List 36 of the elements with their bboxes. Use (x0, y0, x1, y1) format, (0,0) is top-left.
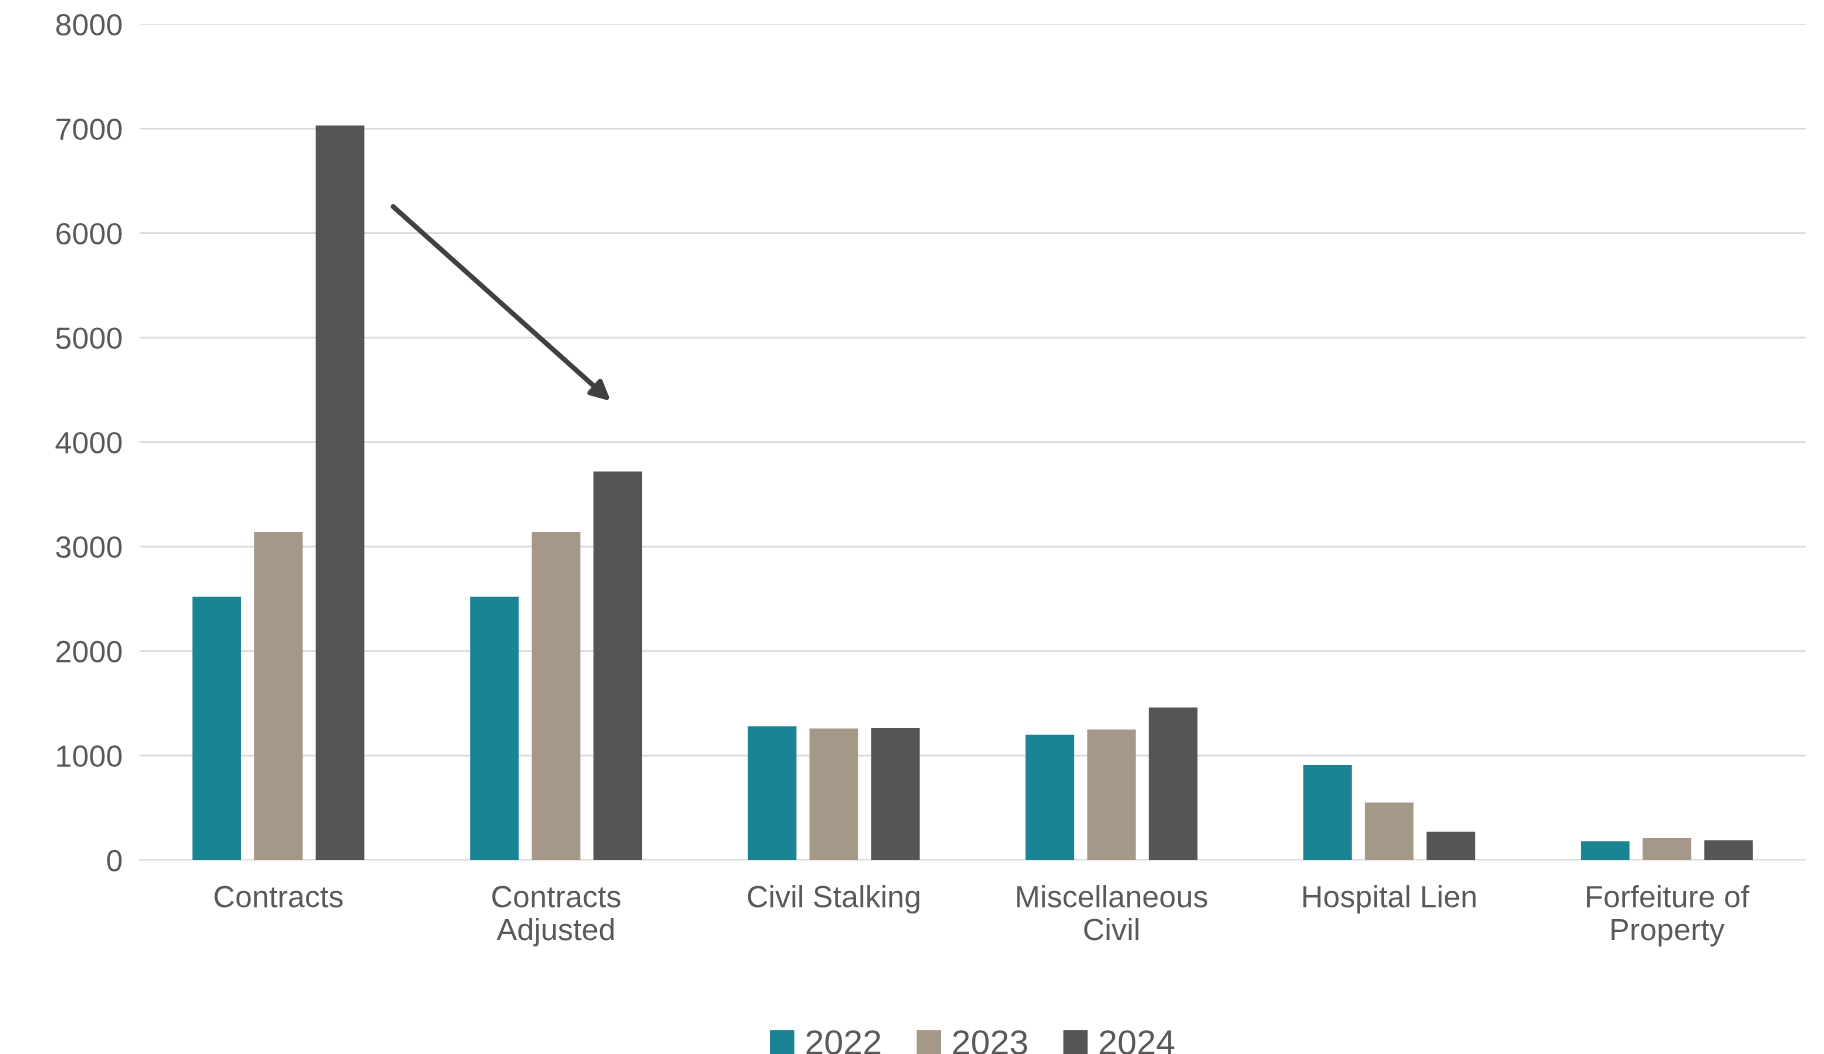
y-tick-label: 1000 (57, 745, 122, 767)
bar (1426, 831, 1476, 861)
y-tick-label: 2000 (56, 640, 122, 663)
y-tick-label: 3000 (56, 536, 122, 558)
bar (1303, 764, 1352, 861)
legend-label: 2022 (806, 1030, 881, 1054)
x-tick-label: Forfeiture of Property (1587, 885, 1750, 947)
bar (1025, 734, 1075, 861)
x-tick-label: Civil Stalking (747, 885, 920, 914)
bar (192, 596, 242, 861)
legend-label: 2024 (1099, 1030, 1175, 1054)
y-tick-label: 0 (107, 849, 122, 872)
y-tick-label: 5000 (56, 327, 122, 350)
y-tick-label: 4000 (55, 431, 122, 454)
y-tick-label: 7000 (56, 118, 122, 141)
bar (1087, 729, 1136, 861)
y-tick-label: 8000 (56, 13, 122, 36)
x-tick-label: Miscellaneous Civil (1017, 885, 1208, 941)
bar (1704, 840, 1753, 861)
bar (593, 471, 643, 861)
bar (871, 727, 920, 861)
bar (470, 596, 519, 861)
bar (315, 125, 365, 861)
legend-label: 2023 (953, 1030, 1028, 1054)
bar (1580, 841, 1630, 861)
bar (809, 728, 859, 861)
x-tick-label: Contracts (214, 885, 343, 908)
y-tick-label: 6000 (56, 222, 122, 245)
x-tick-label: Hospital Lien (1303, 885, 1476, 914)
bar (1148, 707, 1198, 861)
bar (254, 532, 303, 861)
bar (1364, 802, 1414, 861)
x-tick-label: Contracts Adjusted (492, 885, 621, 947)
bar (1642, 838, 1692, 861)
bar (531, 532, 581, 861)
bar (747, 726, 797, 861)
